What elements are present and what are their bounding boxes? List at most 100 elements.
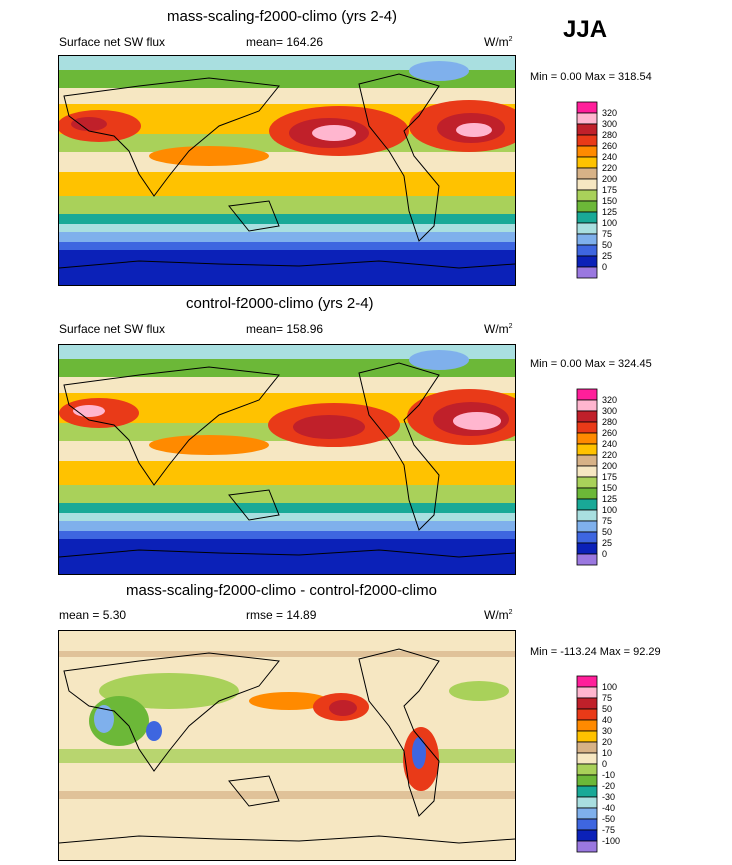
colorbar-tick-label: 260 bbox=[602, 428, 617, 438]
panel3-mean-label: mean = 5.30 bbox=[59, 608, 127, 622]
colorbar-swatch bbox=[576, 730, 598, 743]
colorbar-tick-label: 50 bbox=[602, 527, 612, 537]
colorbar-tick-label: 0 bbox=[602, 549, 607, 559]
colorbar-tick-label: 50 bbox=[602, 240, 612, 250]
colorbar-tick-label: 75 bbox=[602, 516, 612, 526]
colorbar-swatch bbox=[576, 465, 598, 478]
colorbar-tick-label: 220 bbox=[602, 163, 617, 173]
colorbar-tick-label: -10 bbox=[602, 770, 615, 780]
colorbar-tick-label: 30 bbox=[602, 726, 612, 736]
colorbar-swatch bbox=[576, 432, 598, 445]
colorbar-tick-label: 150 bbox=[602, 196, 617, 206]
colorbar-tick-label: 320 bbox=[602, 108, 617, 118]
colorbar-swatch bbox=[576, 123, 598, 136]
panel2-map bbox=[58, 344, 516, 575]
colorbar-swatch bbox=[576, 410, 598, 423]
panel2-mean-label: mean= 158.96 bbox=[246, 322, 324, 336]
colorbar-swatch bbox=[576, 553, 598, 566]
panel3-rmse-label: rmse = 14.89 bbox=[246, 608, 317, 622]
colorbar-tick-label: 200 bbox=[602, 461, 617, 471]
colorbar-tick-label: 220 bbox=[602, 450, 617, 460]
colorbar-swatch bbox=[576, 829, 598, 842]
panel2-colorbar: 320 300 280 260 240 220 200 175 150 125 100 75 50 25 0 bbox=[575, 388, 635, 567]
colorbar-swatch bbox=[576, 686, 598, 699]
colorbar-tick-label: 260 bbox=[602, 141, 617, 151]
colorbar-tick-label: 240 bbox=[602, 439, 617, 449]
panel1-units: W/m2 bbox=[484, 35, 513, 49]
panel3-units: W/m2 bbox=[484, 608, 513, 622]
colorbar-swatch bbox=[576, 255, 598, 268]
panel1-map-svg bbox=[59, 56, 515, 285]
panel2-units: W/m2 bbox=[484, 322, 513, 336]
colorbar-swatch bbox=[576, 719, 598, 732]
panel3-title: mass-scaling-f2000-climo - control-f2000… bbox=[126, 582, 437, 599]
colorbar-swatch bbox=[576, 167, 598, 180]
colorbar-tick-label: 25 bbox=[602, 538, 612, 548]
panel2-map-svg bbox=[59, 345, 515, 574]
colorbar-swatch bbox=[576, 476, 598, 489]
colorbar-swatch bbox=[576, 752, 598, 765]
colorbar-swatch bbox=[576, 708, 598, 721]
colorbar-swatch bbox=[576, 697, 598, 710]
colorbar-swatch bbox=[576, 509, 598, 522]
colorbar-swatch bbox=[576, 520, 598, 533]
colorbar-tick-label: 300 bbox=[602, 406, 617, 416]
colorbar-tick-label: 320 bbox=[602, 395, 617, 405]
colorbar-tick-label: -100 bbox=[602, 836, 620, 846]
panel1-colorbar: 320 300 280 260 240 220 200 175 150 125 100 75 50 25 0 bbox=[575, 101, 635, 280]
colorbar-tick-label: 75 bbox=[602, 229, 612, 239]
colorbar-tick-label: 150 bbox=[602, 483, 617, 493]
colorbar-tick-label: 200 bbox=[602, 174, 617, 184]
colorbar-tick-label: 0 bbox=[602, 759, 607, 769]
panel1-minmax: Min = 0.00 Max = 318.54 bbox=[530, 71, 652, 83]
colorbar-swatch bbox=[576, 101, 598, 114]
colorbar-swatch bbox=[576, 421, 598, 434]
panel3-minmax: Min = -113.24 Max = 92.29 bbox=[530, 646, 661, 658]
colorbar-swatch bbox=[576, 741, 598, 754]
season-label: JJA bbox=[563, 16, 608, 43]
colorbar-swatch bbox=[576, 222, 598, 235]
colorbar-tick-label: 125 bbox=[602, 207, 617, 217]
panel2-field-label: Surface net SW flux bbox=[59, 322, 166, 336]
colorbar-tick-label: -50 bbox=[602, 814, 615, 824]
colorbar-tick-label: 175 bbox=[602, 472, 617, 482]
colorbar-swatch bbox=[576, 233, 598, 246]
colorbar-swatch bbox=[576, 487, 598, 500]
colorbar-tick-label: 10 bbox=[602, 748, 612, 758]
colorbar-swatch bbox=[576, 785, 598, 798]
colorbar-swatch bbox=[576, 675, 598, 688]
colorbar-swatch bbox=[576, 807, 598, 820]
panel2-minmax: Min = 0.00 Max = 324.45 bbox=[530, 358, 652, 370]
colorbar-tick-label: 125 bbox=[602, 494, 617, 504]
colorbar-tick-label: -20 bbox=[602, 781, 615, 791]
colorbar-tick-label: 25 bbox=[602, 251, 612, 261]
colorbar-tick-label: 280 bbox=[602, 417, 617, 427]
panel3-colorbar: 100 75 50 40 30 20 10 0 -10 -20 -30 -40 -50 -75 -100 bbox=[575, 675, 635, 854]
colorbar-swatch bbox=[576, 542, 598, 555]
colorbar-swatch bbox=[576, 531, 598, 544]
colorbar-tick-label: 240 bbox=[602, 152, 617, 162]
colorbar-swatch bbox=[576, 266, 598, 279]
colorbar-swatch bbox=[576, 134, 598, 147]
colorbar-swatch bbox=[576, 388, 598, 401]
colorbar-tick-label: 75 bbox=[602, 693, 612, 703]
colorbar-tick-label: 40 bbox=[602, 715, 612, 725]
panel1-mean-label: mean= 164.26 bbox=[246, 35, 324, 49]
colorbar-tick-label: 0 bbox=[602, 262, 607, 272]
colorbar-swatch bbox=[576, 200, 598, 213]
colorbar-swatch bbox=[576, 763, 598, 776]
colorbar-swatch bbox=[576, 211, 598, 224]
colorbar-swatch bbox=[576, 818, 598, 831]
panel1-field-label: Surface net SW flux bbox=[59, 35, 166, 49]
panel1-map bbox=[58, 55, 516, 286]
colorbar-tick-label: -40 bbox=[602, 803, 615, 813]
colorbar-swatch bbox=[576, 178, 598, 191]
colorbar-swatch bbox=[576, 156, 598, 169]
colorbar-swatch bbox=[576, 145, 598, 158]
colorbar-swatch bbox=[576, 840, 598, 853]
colorbar-tick-label: 300 bbox=[602, 119, 617, 129]
colorbar-swatch bbox=[576, 454, 598, 467]
colorbar-tick-label: 100 bbox=[602, 682, 617, 692]
